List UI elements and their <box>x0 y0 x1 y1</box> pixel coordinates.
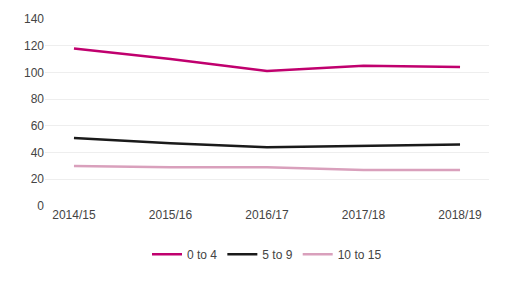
svg-text:140: 140 <box>24 12 44 26</box>
svg-text:5 to 9: 5 to 9 <box>262 248 292 262</box>
svg-text:2018/19: 2018/19 <box>438 208 482 222</box>
svg-text:100: 100 <box>24 66 44 80</box>
svg-text:0: 0 <box>37 199 44 213</box>
svg-text:10 to 15: 10 to 15 <box>338 248 382 262</box>
svg-text:2014/15: 2014/15 <box>52 208 96 222</box>
svg-text:60: 60 <box>31 119 45 133</box>
svg-text:80: 80 <box>31 92 45 106</box>
svg-text:20: 20 <box>31 172 45 186</box>
svg-text:2016/17: 2016/17 <box>245 208 289 222</box>
svg-text:120: 120 <box>24 39 44 53</box>
svg-text:2017/18: 2017/18 <box>342 208 386 222</box>
svg-text:40: 40 <box>31 146 45 160</box>
svg-text:0 to 4: 0 to 4 <box>187 248 217 262</box>
svg-text:2015/16: 2015/16 <box>149 208 193 222</box>
